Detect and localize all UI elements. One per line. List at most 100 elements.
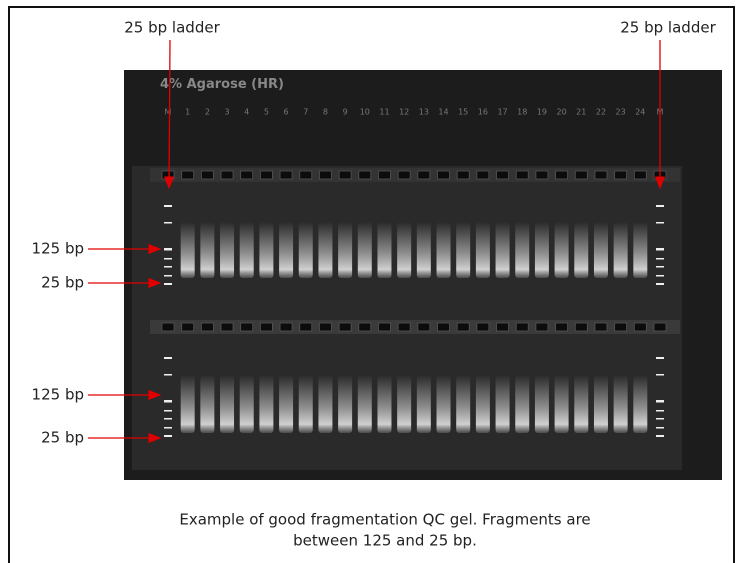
fragment-smear: [318, 375, 333, 433]
ladder-band: [164, 357, 172, 359]
lane-label: 8: [323, 108, 328, 117]
well: [555, 170, 568, 180]
ladder-band: [164, 418, 172, 420]
ladder-band: [164, 222, 172, 224]
well: [496, 170, 509, 180]
well: [594, 322, 608, 332]
fragment-smear: [574, 222, 589, 278]
fragment-smear: [515, 222, 530, 278]
fragment-smear: [397, 222, 412, 278]
lane-label: 1: [185, 108, 190, 117]
ladder-band: [656, 275, 664, 277]
arrows: [88, 39, 666, 444]
fragment-smear: [613, 375, 628, 433]
lane-label: 2: [205, 108, 210, 117]
ladder-band: [656, 418, 664, 420]
lane-label: 20: [557, 108, 567, 117]
ladder-band: [656, 266, 664, 268]
fragment-smear: [436, 222, 451, 278]
ladder-band: [656, 357, 664, 359]
well: [279, 170, 293, 180]
fragment-smear: [239, 222, 254, 278]
ladder-band: [164, 410, 172, 412]
well: [299, 170, 313, 180]
fragment-smear: [279, 222, 294, 278]
lane-label: 7: [303, 108, 308, 117]
well: [614, 322, 628, 332]
ladder-band: [656, 283, 664, 285]
well: [338, 322, 352, 332]
ladder-band: [656, 248, 664, 251]
well: [397, 170, 411, 180]
marker-label: 25 bp: [41, 274, 84, 292]
fragment-smear: [554, 222, 569, 278]
well: [259, 170, 273, 180]
well: [220, 322, 234, 332]
well: [181, 322, 195, 332]
fragment-smear: [279, 375, 294, 433]
fragment-smear: [593, 222, 608, 278]
lane-label: 22: [596, 108, 606, 117]
ladder-band: [164, 283, 172, 285]
fragment-smear: [436, 375, 451, 433]
well: [633, 170, 647, 180]
lane-label: 5: [264, 108, 269, 117]
lane-label: 13: [419, 108, 429, 117]
well: [279, 322, 293, 332]
well: [319, 170, 332, 180]
lane-label: 6: [284, 108, 289, 117]
fragment-smear: [180, 375, 195, 433]
caption-line: Example of good fragmentation QC gel. Fr…: [179, 511, 590, 529]
fragment-smear: [495, 375, 510, 433]
well: [535, 322, 549, 332]
fragment-smear: [259, 222, 274, 278]
well: [200, 322, 214, 332]
fragment-smear: [377, 222, 392, 278]
well: [417, 170, 431, 180]
lane-label: 17: [497, 108, 507, 117]
fragment-smear: [456, 222, 471, 278]
fragment-smear: [475, 222, 490, 278]
ladder-label: 25 bp ladder: [620, 19, 716, 37]
ladder-band: [656, 205, 664, 207]
well: [358, 322, 372, 332]
well: [515, 170, 529, 180]
arrow: [163, 39, 175, 190]
well: [437, 322, 450, 332]
well: [555, 322, 568, 332]
ladder-band: [656, 400, 664, 403]
fragment-smear: [456, 375, 471, 433]
lane-label: 11: [379, 108, 389, 117]
fragment-smear: [239, 375, 254, 433]
ladder-band: [656, 222, 664, 224]
fragment-smear: [633, 375, 648, 433]
gel-image: 4% Agarose (HR) M 1 2 3 4 5 6 7 8 9 10 11 12 13 14 15 16…: [124, 70, 722, 480]
ladder-band: [164, 248, 172, 251]
lane-label: 9: [343, 108, 348, 117]
fragment-smear: [338, 375, 353, 433]
gel-title: 4% Agarose (HR): [160, 77, 284, 92]
well: [574, 322, 588, 332]
well: [456, 322, 470, 332]
fragment-smear: [554, 375, 569, 433]
well: [496, 322, 509, 332]
ladder-band: [164, 435, 172, 437]
fragment-smear: [416, 375, 431, 433]
well: [476, 170, 490, 180]
frame: [8, 6, 735, 563]
lane-label: 3: [224, 108, 229, 117]
ladder-band: [164, 400, 172, 403]
well: [476, 322, 490, 332]
well: [614, 170, 628, 180]
lane-label: 10: [360, 108, 370, 117]
fragment-smear: [495, 222, 510, 278]
well: [259, 322, 273, 332]
fragment-smear: [593, 375, 608, 433]
fragment-smear: [613, 222, 628, 278]
fragment-smear: [633, 222, 648, 278]
well: [574, 170, 588, 180]
well: [220, 170, 234, 180]
lane-label: 15: [458, 108, 468, 117]
lane-label: 12: [399, 108, 409, 117]
